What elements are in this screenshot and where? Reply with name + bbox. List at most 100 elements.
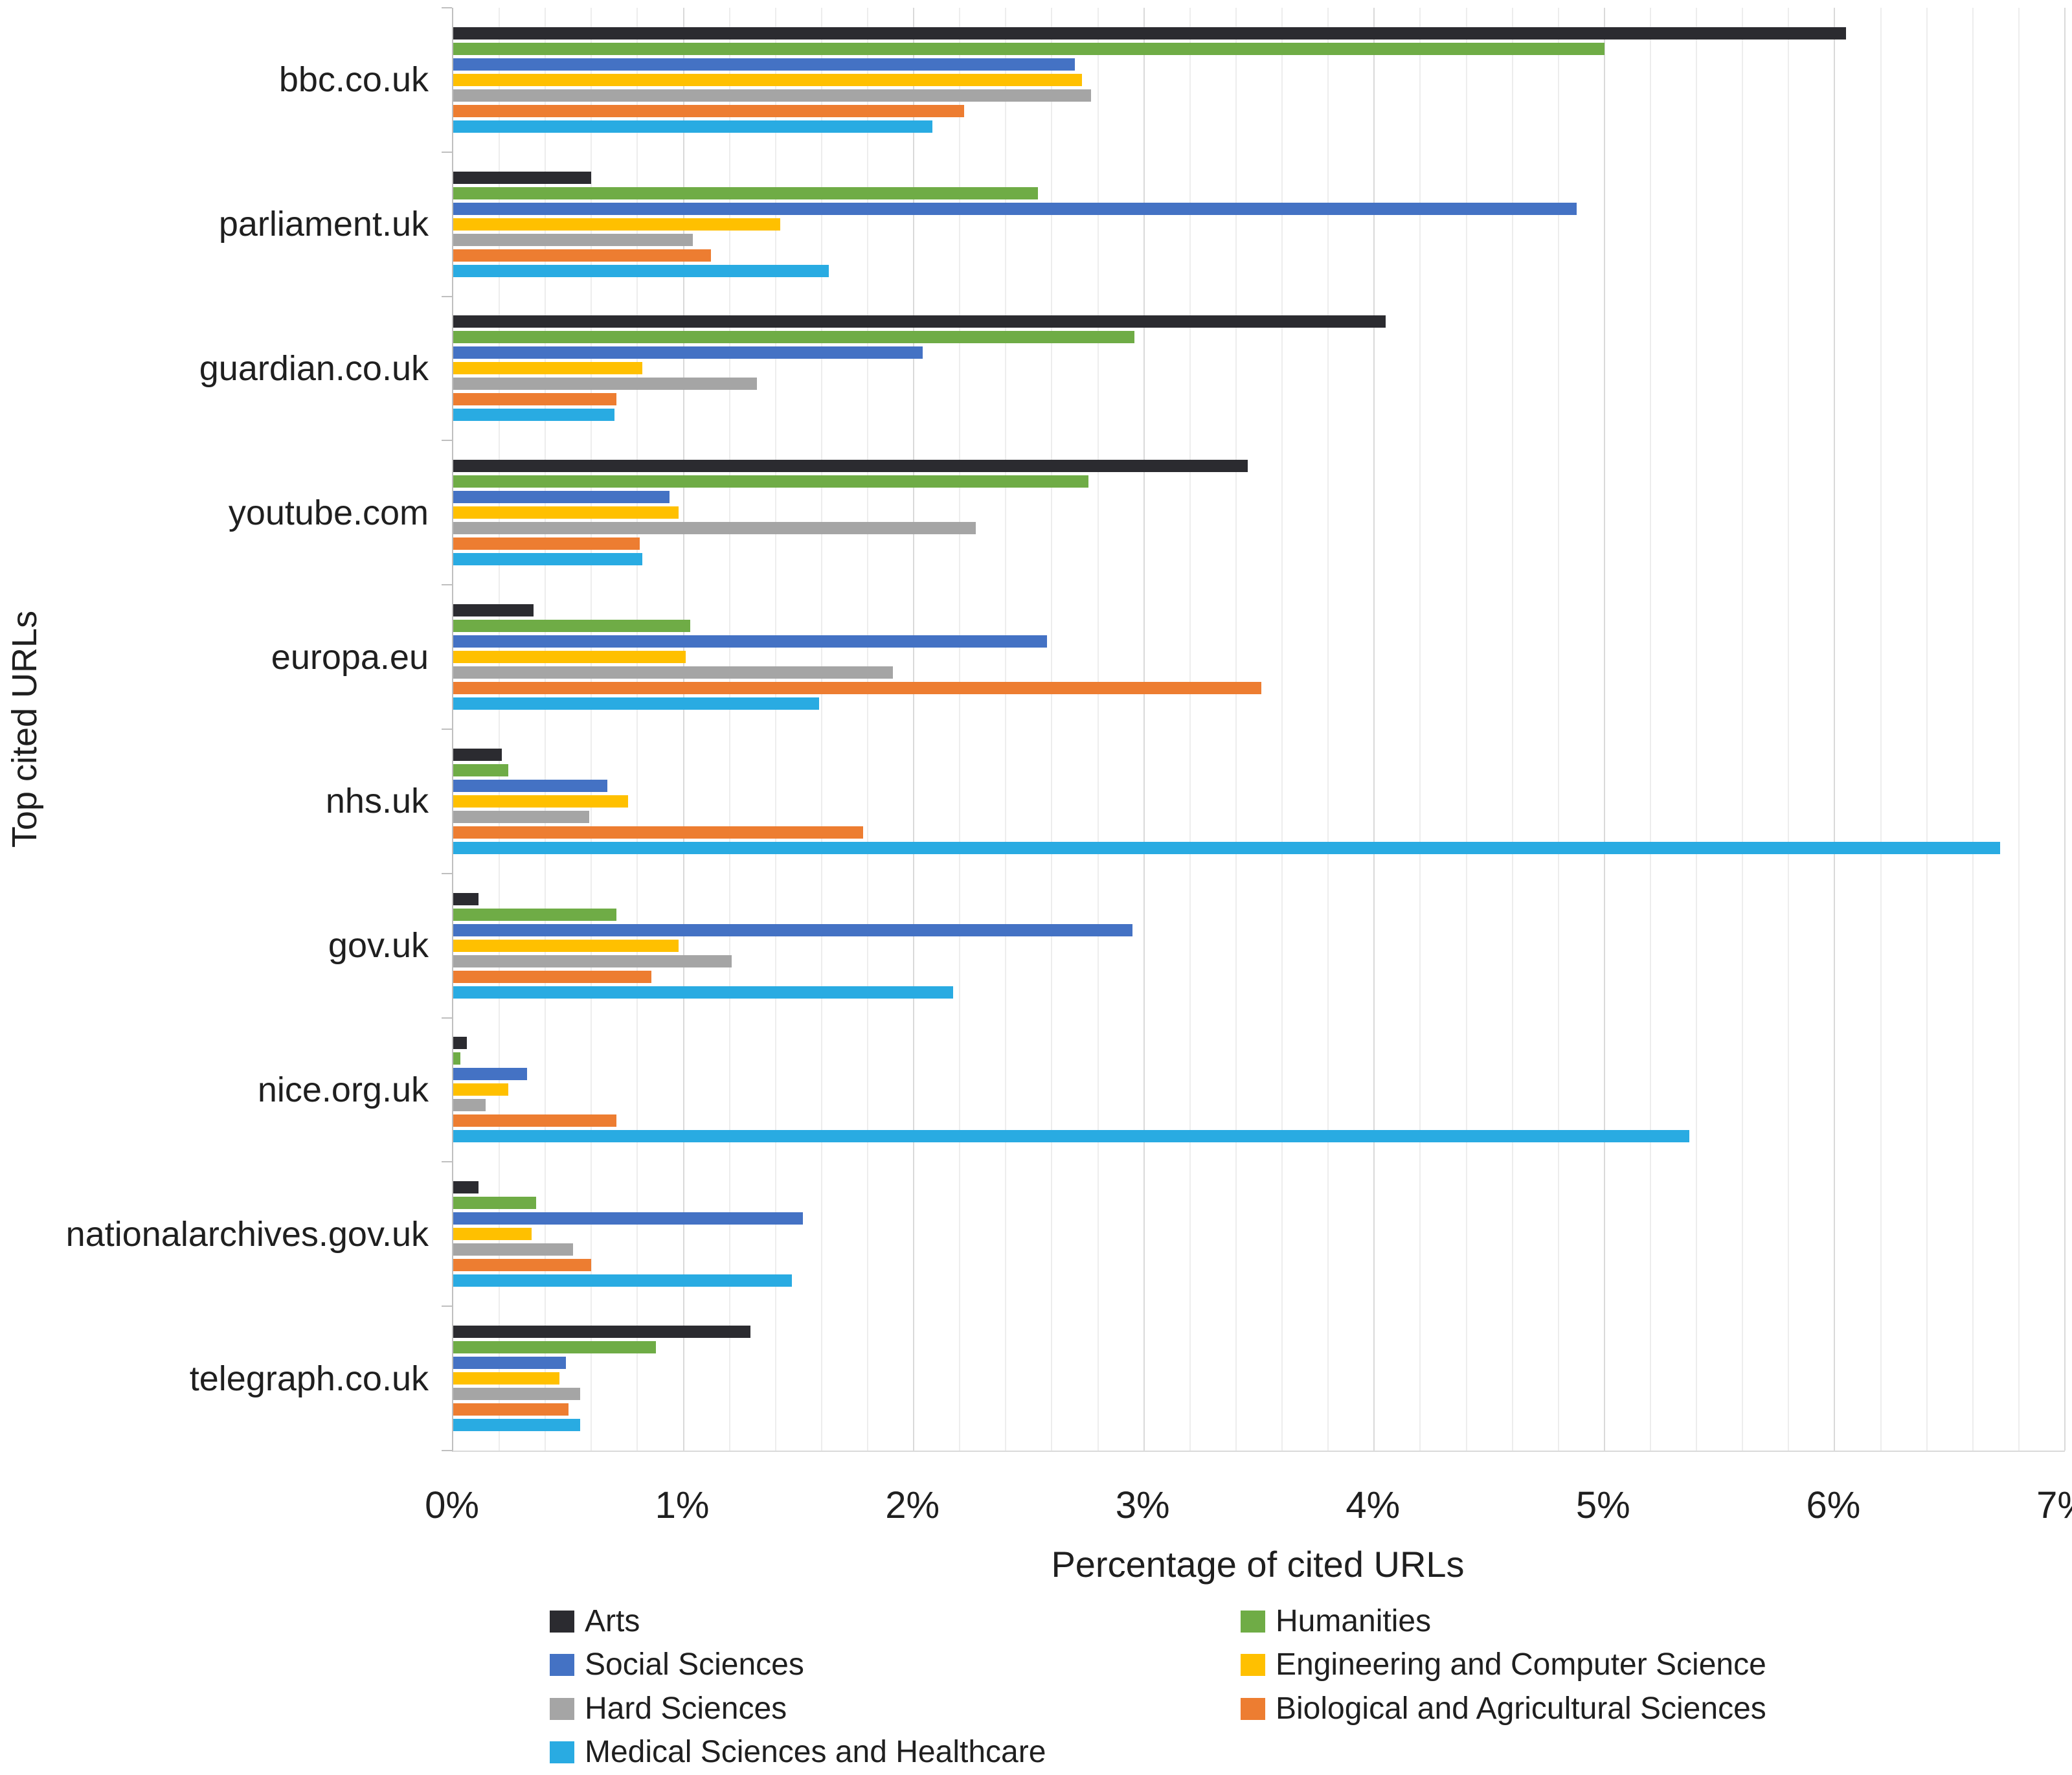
legend-swatch	[550, 1610, 574, 1633]
bar	[453, 1228, 532, 1241]
legend-swatch	[1241, 1654, 1265, 1677]
bar	[453, 491, 670, 504]
bar-group-youtube.com	[453, 440, 2065, 585]
bar	[453, 1068, 527, 1081]
bar	[453, 409, 614, 422]
bar	[453, 1403, 569, 1416]
bar	[453, 362, 642, 375]
legend-label: Hard Sciences	[585, 1691, 787, 1726]
bar	[453, 1181, 479, 1194]
bar	[453, 187, 1039, 199]
bar	[453, 763, 509, 776]
x-axis-tick-label: 5%	[1575, 1484, 1630, 1526]
legend-label: Medical Sciences and Healthcare	[585, 1735, 1046, 1770]
category-label: nationalarchives.gov.uk	[65, 1214, 429, 1254]
legend-item: Arts	[550, 1600, 1046, 1644]
minor-gridline	[1189, 8, 1191, 1451]
minor-gridline	[1972, 8, 1974, 1451]
major-gridline	[1834, 8, 1836, 1451]
bar	[453, 908, 617, 921]
minor-gridline	[820, 8, 822, 1451]
bar	[453, 651, 686, 664]
category-labels: bbc.co.uk parliament.uk guardian.co.uk yout…	[0, 8, 429, 1451]
minor-gridline	[545, 8, 546, 1451]
minor-gridline	[728, 8, 730, 1451]
bar	[453, 537, 640, 550]
minor-gridline	[1880, 8, 1882, 1451]
bar	[453, 923, 1132, 936]
y-axis-tick	[442, 440, 452, 442]
bar	[453, 604, 534, 617]
bar	[453, 120, 932, 133]
bar	[453, 748, 502, 761]
bar	[453, 1326, 750, 1339]
bar	[453, 1274, 792, 1287]
bar	[453, 635, 1048, 648]
minor-gridline	[1327, 8, 1329, 1451]
bar	[453, 939, 679, 952]
bar	[453, 892, 479, 905]
bar-group-telegraph.co.uk	[453, 1306, 2065, 1451]
minor-gridline	[1097, 8, 1099, 1451]
category-label: telegraph.co.uk	[189, 1359, 429, 1398]
y-axis-tick	[442, 151, 452, 153]
minor-gridline	[959, 8, 961, 1451]
legend-swatch	[550, 1697, 574, 1720]
minor-gridline	[1649, 8, 1651, 1451]
minor-gridline	[2018, 8, 2020, 1451]
bar	[453, 697, 820, 710]
bar	[453, 1130, 1690, 1143]
bar	[453, 1357, 567, 1370]
x-axis-tick-label: 7%	[2036, 1484, 2072, 1526]
bar-group-bbc.co.uk	[453, 8, 2065, 152]
minor-gridline	[591, 8, 592, 1451]
bar	[453, 202, 1577, 215]
bar	[453, 171, 592, 184]
bar	[453, 331, 1135, 344]
bar	[453, 1372, 559, 1385]
x-axis-tick-labels: 0% 1% 2% 3% 4% 5% 6% 7%	[425, 1484, 2072, 1532]
bar	[453, 986, 953, 999]
bar-group-nationalarchives.gov.uk	[453, 1162, 2065, 1306]
legend-swatch	[1241, 1697, 1265, 1720]
legend-column-1: Arts Social Sciences Hard Sciences Medical …	[550, 1600, 1046, 1774]
category-label: europa.eu	[271, 637, 429, 677]
legend-label: Humanities	[1276, 1603, 1432, 1638]
bar	[453, 1052, 460, 1065]
bar	[453, 506, 679, 519]
bar	[453, 378, 758, 390]
legend-column-2: Humanities Engineering and Computer Scien…	[1241, 1600, 1766, 1731]
major-gridline	[913, 8, 915, 1451]
category-label: guardian.co.uk	[199, 348, 429, 388]
minor-gridline	[774, 8, 776, 1451]
legend-label: Arts	[585, 1603, 640, 1638]
bar	[453, 249, 712, 262]
bar	[453, 841, 2001, 854]
bar	[453, 460, 1248, 473]
category-label: nice.org.uk	[257, 1070, 429, 1109]
minor-gridline	[636, 8, 638, 1451]
bar	[453, 1243, 573, 1256]
minor-gridline	[1511, 8, 1513, 1451]
bar-group-gov.uk	[453, 874, 2065, 1018]
bar	[453, 682, 1262, 695]
bar	[453, 826, 863, 839]
legend-swatch	[1241, 1610, 1265, 1633]
bar	[453, 1083, 509, 1096]
legend-item: Biological and Agricultural Sciences	[1241, 1687, 1766, 1731]
minor-gridline	[1788, 8, 1790, 1451]
x-axis-tick-label: 2%	[885, 1484, 940, 1526]
major-gridline	[1603, 8, 1605, 1451]
legend-item: Social Sciences	[550, 1644, 1046, 1688]
bar	[453, 264, 829, 277]
minor-gridline	[1696, 8, 1698, 1451]
minor-gridline	[1051, 8, 1053, 1451]
bar-group-nice.org.uk	[453, 1018, 2065, 1162]
legend-swatch	[550, 1654, 574, 1677]
legend-label: Engineering and Computer Science	[1276, 1647, 1766, 1682]
bar	[453, 1114, 617, 1127]
category-label: bbc.co.uk	[278, 60, 429, 100]
y-axis-tick	[442, 1017, 452, 1019]
bar	[453, 104, 965, 117]
